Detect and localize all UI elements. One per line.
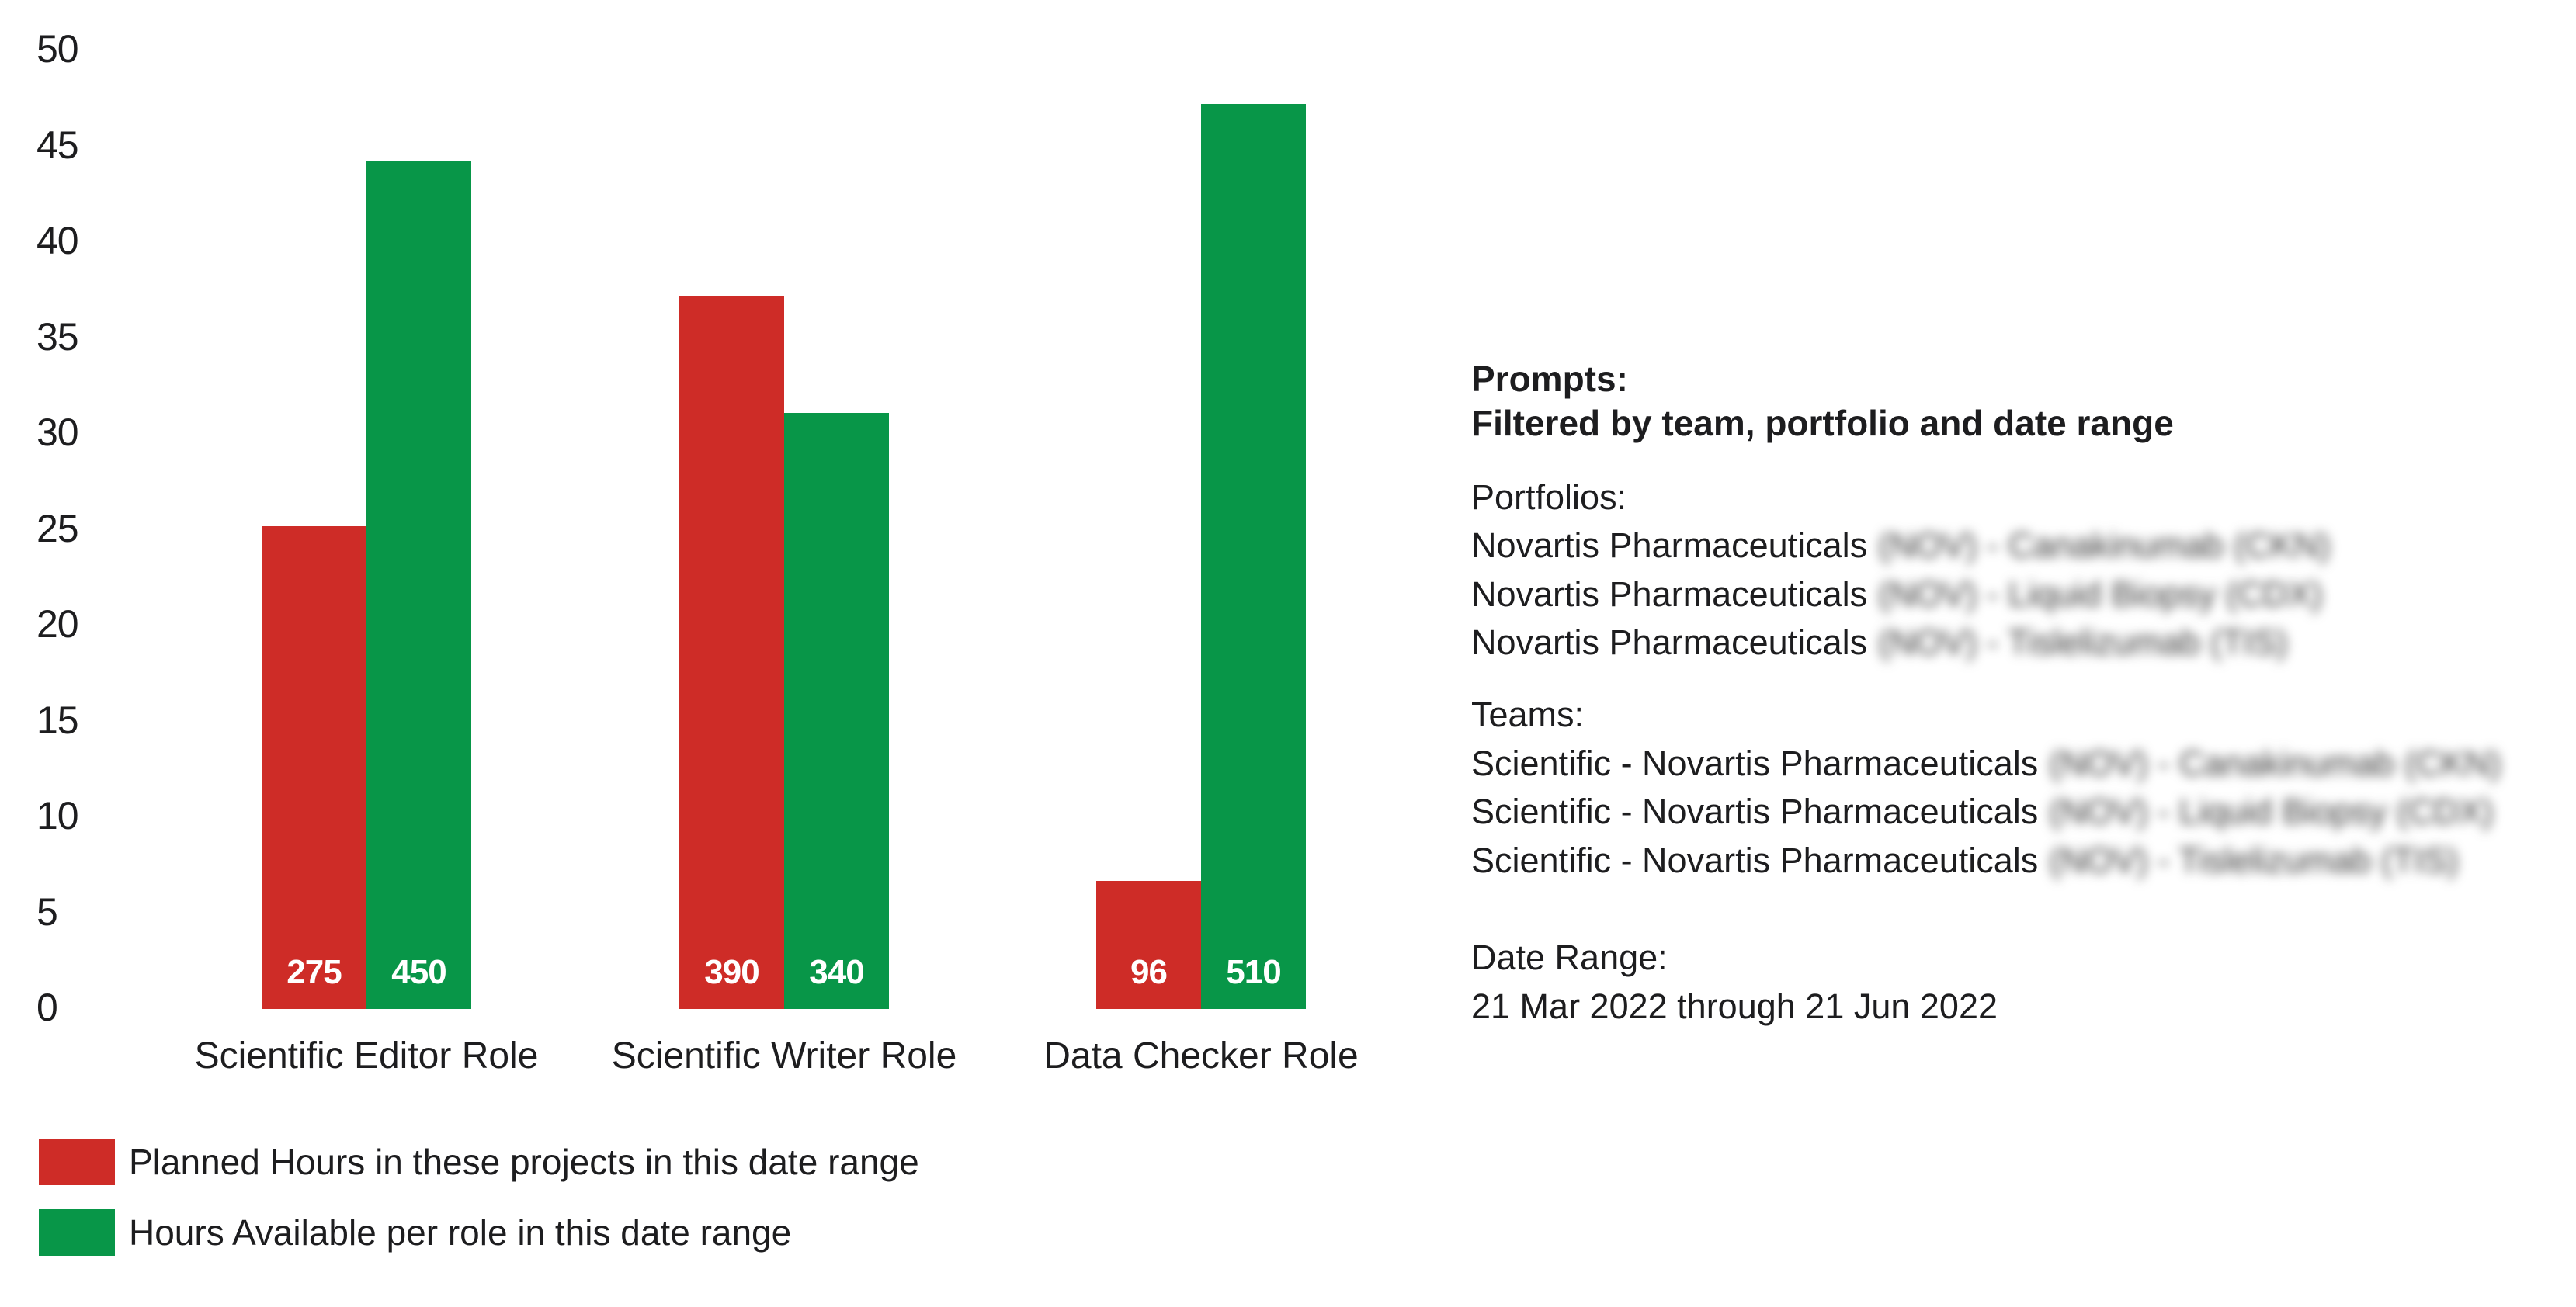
portfolio-item: Novartis Pharmaceuticals (NOV) - Liquid B… — [1471, 570, 2323, 619]
team-prefix: Scientific - Novartis Pharmaceuticals — [1471, 841, 2039, 880]
bar-value-label: 510 — [1226, 953, 1281, 991]
portfolio-item: Novartis Pharmaceuticals (NOV) - Canakinu… — [1471, 521, 2331, 570]
y-tick-label: 30 — [36, 411, 79, 454]
bar-value-label: 275 — [286, 953, 342, 991]
x-category-label: Scientific Editor Role — [194, 1035, 539, 1076]
team-prefix: Scientific - Novartis Pharmaceuticals — [1471, 744, 2039, 783]
date-range-value: 21 Mar 2022 through 21 Jun 2022 — [1471, 986, 1998, 1026]
y-tick-label: 50 — [36, 27, 79, 71]
y-tick-label: 10 — [36, 794, 79, 837]
y-tick-label: 35 — [36, 314, 79, 359]
portfolio-prefix: Novartis Pharmaceuticals — [1471, 574, 1868, 614]
bar-planned-hours: 390 — [679, 296, 784, 1009]
y-tick-label: 15 — [36, 698, 79, 742]
bar-value-label: 450 — [391, 953, 446, 991]
y-tick-label: 5 — [36, 889, 58, 934]
team-blurred-text: (NOV) - Liquid Biopsy (CDX) — [2049, 792, 2494, 831]
legend-item: Planned Hours in these projects in this … — [39, 1139, 919, 1185]
y-tick-label: 40 — [36, 219, 79, 262]
portfolio-blurred-text: (NOV) - Liquid Biopsy (CDX) — [1878, 574, 2323, 614]
portfolio-prefix: Novartis Pharmaceuticals — [1471, 622, 1868, 662]
bar-value-label: 340 — [809, 953, 864, 991]
bar-planned-hours: 275 — [262, 526, 366, 1009]
bar-value-label: 96 — [1130, 953, 1168, 991]
legend-label: Hours Available per role in this date ra… — [129, 1212, 792, 1253]
bar-hours-available: 450 — [366, 161, 471, 1009]
teams-label: Teams: — [1471, 695, 1585, 734]
x-category-label: Data Checker Role — [1043, 1035, 1359, 1076]
y-tick-label: 0 — [36, 986, 58, 1029]
portfolio-item: Novartis Pharmaceuticals (NOV) - Tisleliz… — [1471, 618, 2288, 667]
bar-hours-available: 510 — [1201, 104, 1306, 1009]
bar-planned-hours: 96 — [1096, 881, 1201, 1009]
legend-item: Hours Available per role in this date ra… — [39, 1209, 791, 1256]
bar-hours-available: 340 — [784, 413, 889, 1009]
portfolio-blurred-text: (NOV) - Canakinumab (CKN) — [1878, 525, 2331, 565]
y-tick-label: 45 — [36, 123, 79, 167]
team-item: Scientific - Novartis Pharmaceuticals (NO… — [1471, 787, 2494, 836]
x-category-label: Scientific Writer Role — [611, 1035, 957, 1076]
portfolio-blurred-text: (NOV) - Tislelizumab (TIS) — [1878, 622, 2288, 662]
y-tick-label: 25 — [36, 506, 79, 550]
portfolio-prefix: Novartis Pharmaceuticals — [1471, 525, 1868, 565]
team-blurred-text: (NOV) - Tislelizumab (TIS) — [2049, 841, 2459, 880]
legend-swatch-available — [39, 1209, 115, 1256]
team-prefix: Scientific - Novartis Pharmaceuticals — [1471, 792, 2039, 831]
prompts-heading: Prompts: — [1471, 359, 1628, 399]
team-item: Scientific - Novartis Pharmaceuticals (NO… — [1471, 836, 2459, 885]
team-blurred-text: (NOV) - Canakinumab (CKN) — [2049, 744, 2501, 783]
legend-swatch-planned — [39, 1139, 115, 1185]
y-tick-label: 20 — [36, 602, 79, 646]
date-range-label: Date Range: — [1471, 938, 1668, 977]
bar-value-label: 390 — [704, 953, 759, 991]
legend-label: Planned Hours in these projects in this … — [129, 1142, 919, 1182]
team-item: Scientific - Novartis Pharmaceuticals (NO… — [1471, 739, 2501, 788]
filtered-by-heading: Filtered by team, portfolio and date ran… — [1471, 403, 2174, 443]
portfolios-label: Portfolios: — [1471, 477, 1627, 517]
